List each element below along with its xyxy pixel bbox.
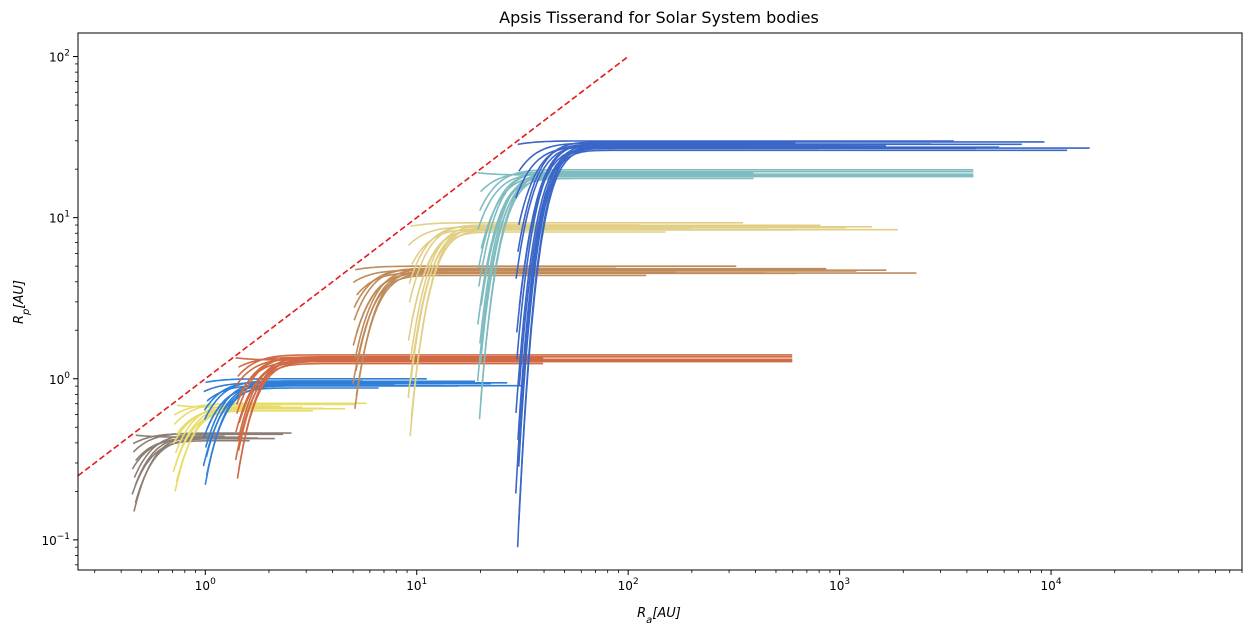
y-axis-label-base: R <box>12 315 27 324</box>
family-7-curve-13 <box>515 146 1000 199</box>
y-tick-label-3: 102 <box>49 49 70 65</box>
family-7-curve-14 <box>518 142 796 172</box>
family-3-curve-11 <box>237 354 793 377</box>
family-7-curve-10 <box>515 145 886 279</box>
family-7-curve-5 <box>515 147 818 413</box>
family-7-curve-1 <box>518 147 909 521</box>
family-7-curve-12 <box>518 143 841 226</box>
y-axis-label-rest: [AU] <box>12 280 27 309</box>
family-2-curve-3 <box>205 382 492 457</box>
x-axis-label-sub: a <box>646 615 652 626</box>
family-3-curve-9 <box>238 360 793 396</box>
family-2-curve-10 <box>203 381 508 393</box>
plot-area <box>78 55 1090 548</box>
family-5-curve-1 <box>410 229 795 418</box>
family-6-curve-13 <box>477 171 974 176</box>
family-3-curve-12 <box>238 356 544 368</box>
family-4-curve-9 <box>356 271 677 296</box>
family-3-curve-10 <box>235 358 544 387</box>
y-tick-label-2: 101 <box>49 210 70 226</box>
family-6-curve-2 <box>476 177 754 382</box>
family-3-curve-1 <box>238 360 793 470</box>
family-2-curve-9 <box>206 384 395 402</box>
family-4-curve-2 <box>352 274 647 384</box>
family-0-curve-3 <box>134 435 225 487</box>
x-axis-label: Ra[AU] <box>637 606 681 626</box>
reference-line <box>78 55 629 477</box>
family-3-curve-5 <box>235 360 793 433</box>
family-4-curve-8 <box>353 267 827 309</box>
family-6-curve-10 <box>477 173 754 230</box>
family-7-curve-15 <box>517 140 954 146</box>
family-5-curve-4 <box>409 225 718 360</box>
family-1-curve-1 <box>175 407 345 482</box>
family-6-curve-12 <box>480 171 754 193</box>
family-7-curve-9 <box>518 147 1090 306</box>
family-2-curve-11 <box>205 377 427 384</box>
family-7-curve-0 <box>516 144 750 548</box>
family-5-curve-11 <box>410 222 744 228</box>
y-axis: 10−1 100 101 102 <box>41 49 78 566</box>
y-axis-label-sub: p <box>21 309 32 316</box>
x-tick-label-0: 100 <box>195 577 216 593</box>
family-6-curve-11 <box>479 169 974 212</box>
chart-title: Apsis Tisserand for Solar System bodies <box>499 8 819 27</box>
y-axis-label: Rp[AU] <box>12 280 32 324</box>
family-0-curve-1 <box>134 437 275 504</box>
family-1-curve-4 <box>174 403 356 454</box>
family-6-curve-5 <box>477 175 974 325</box>
family-4-curve-11 <box>355 265 737 271</box>
family-7-curve-4 <box>517 143 1022 440</box>
family-3-curve-4 <box>237 356 544 442</box>
family-7-curve-3 <box>517 145 864 467</box>
family-3-curve-13 <box>235 357 793 361</box>
family-4-curve-5 <box>352 272 917 346</box>
x-tick-label-4: 104 <box>1041 577 1062 593</box>
family-6-curve-1 <box>480 175 974 401</box>
family-0-curve-9 <box>135 434 242 439</box>
family-7-curve-11 <box>517 141 1045 252</box>
family-2-curve-1 <box>205 385 459 476</box>
x-axis-label-base: R <box>637 606 646 621</box>
y-tick-label-1: 100 <box>49 371 70 387</box>
x-axis-label-rest: [AU] <box>652 606 681 621</box>
x-tick-label-1: 101 <box>406 577 427 593</box>
family-1-curve-6 <box>176 407 292 435</box>
family-4-curve-0 <box>354 269 587 409</box>
family-7-curve-6 <box>518 147 977 387</box>
x-tick-label-3: 103 <box>829 577 850 593</box>
x-axis: 100 101 102 103 104 <box>94 570 1243 593</box>
plot-frame <box>77 32 1243 571</box>
family-5-curve-10 <box>407 226 873 246</box>
y-tick-label-0: 10−1 <box>41 532 70 548</box>
family-6-curve-9 <box>480 175 974 249</box>
family-3-curve-0 <box>236 357 544 479</box>
x-tick-label-2: 102 <box>618 577 639 593</box>
family-3-curve-6 <box>238 360 544 424</box>
family-7-curve-2 <box>515 149 1068 494</box>
